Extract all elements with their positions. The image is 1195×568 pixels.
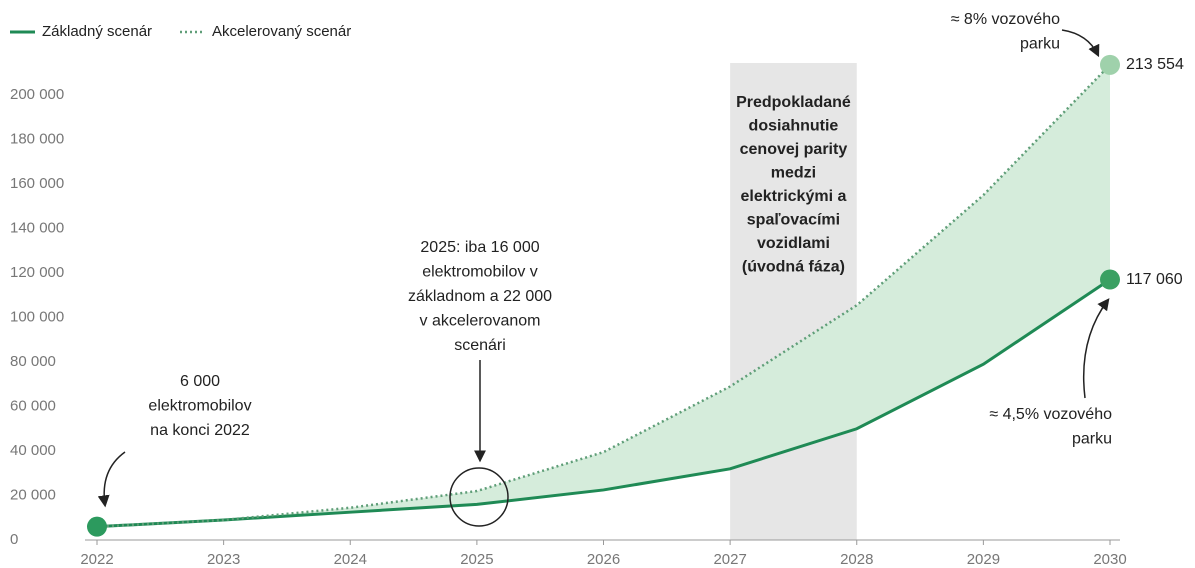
annotation: elektromobilov xyxy=(148,398,251,415)
y-tick-label: 100 000 xyxy=(10,308,64,325)
annotation: elektromobilov v xyxy=(422,264,538,281)
band-label: Predpokladané xyxy=(736,94,851,111)
band-label: vozidlami xyxy=(757,235,830,252)
annotation: v akcelerovanom xyxy=(420,313,541,330)
highlight-circle xyxy=(449,467,509,527)
series-line xyxy=(96,278,1111,529)
band-label: elektrickými a xyxy=(741,188,847,205)
annotation: ≈ 4,5% vozového xyxy=(989,406,1112,423)
x-tick-label: 2027 xyxy=(713,551,746,568)
end-marker xyxy=(1100,269,1120,290)
gap-area xyxy=(97,64,1110,527)
y-tick-label: 80 000 xyxy=(10,353,56,370)
legend-label: Akcelerovaný scenár xyxy=(212,23,351,40)
x-tick-label: 2025 xyxy=(460,551,493,568)
band-label: (úvodná fáza) xyxy=(742,259,845,276)
annotation: na konci 2022 xyxy=(150,422,250,439)
band-label: dosiahnutie xyxy=(749,118,839,135)
arrow xyxy=(1082,298,1110,399)
x-tick-label: 2022 xyxy=(80,551,113,568)
x-tick-label: 2024 xyxy=(334,551,367,568)
annotation: parku xyxy=(1072,431,1112,448)
x-tick-label: 2026 xyxy=(587,551,620,568)
y-tick-label: 0 xyxy=(10,531,18,548)
band-label: medzi xyxy=(771,165,816,182)
band-label: spaľovacími xyxy=(747,212,840,229)
value-label: 117 060 xyxy=(1126,271,1183,288)
start-marker xyxy=(87,516,107,537)
y-tick-label: 120 000 xyxy=(10,264,64,281)
y-tick-label: 60 000 xyxy=(10,397,56,414)
x-tick-label: 2029 xyxy=(967,551,1000,568)
y-tick-label: 180 000 xyxy=(10,130,64,147)
value-label: 213 554 xyxy=(1126,56,1184,73)
y-tick-label: 20 000 xyxy=(10,486,56,503)
y-tick-label: 200 000 xyxy=(10,86,64,103)
legend-label: Základný scenár xyxy=(42,23,152,40)
annotation: ≈ 8% vozového xyxy=(951,11,1060,28)
y-tick-label: 40 000 xyxy=(10,442,56,459)
x-tick-label: 2030 xyxy=(1093,551,1126,568)
y-tick-label: 140 000 xyxy=(10,219,64,236)
y-tick-label: 160 000 xyxy=(10,175,64,192)
arrow xyxy=(1061,29,1100,58)
annotation: parku xyxy=(1020,36,1060,53)
annotation: 2025: iba 16 000 xyxy=(420,239,539,256)
band-label: cenovej parity xyxy=(740,141,848,158)
arrow xyxy=(97,451,126,508)
annotation: 6 000 xyxy=(180,373,220,390)
x-tick-label: 2023 xyxy=(207,551,240,568)
annotation: scenári xyxy=(454,337,506,354)
x-tick-label: 2028 xyxy=(840,551,873,568)
end-marker xyxy=(1100,54,1120,75)
annotation: základnom a 22 000 xyxy=(408,288,552,305)
